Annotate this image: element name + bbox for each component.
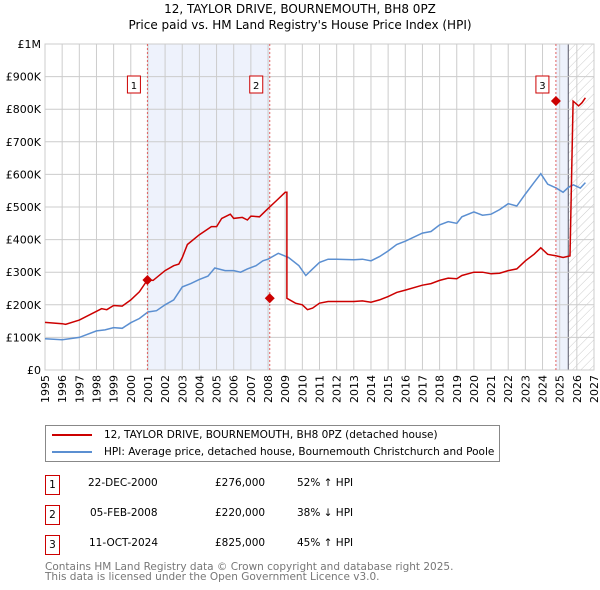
- legend-item-hpi: HPI: Average price, detached house, Bour…: [46, 446, 494, 458]
- x-tick-label: 2025: [554, 375, 567, 403]
- sale-number-badge: 2: [45, 505, 60, 525]
- legend-swatch-blue: [52, 451, 92, 453]
- price-chart: 12, TAYLOR DRIVE, BOURNEMOUTH, BH8 0PZ P…: [6, 2, 600, 403]
- y-tick-label: £300K: [6, 266, 42, 279]
- y-tick-label: £700K: [6, 136, 42, 149]
- x-tick-label: 2017: [416, 375, 429, 403]
- x-tick-label: 2006: [228, 375, 241, 403]
- plot-frame: [44, 43, 595, 371]
- x-tick-label: 1998: [90, 375, 103, 403]
- chart-subtitle: Price paid vs. HM Land Registry's House …: [128, 18, 471, 32]
- x-tick-label: 2012: [331, 375, 344, 403]
- legend-label: 12, TAYLOR DRIVE, BOURNEMOUTH, BH8 0PZ (…: [104, 429, 438, 441]
- sale-label: 1: [131, 81, 137, 92]
- sale-date: 11-OCT-2024: [89, 537, 158, 549]
- x-tick-label: 2020: [468, 375, 481, 403]
- x-tick-label: 2023: [519, 375, 532, 403]
- x-tick-label: 1999: [108, 375, 121, 403]
- y-tick-label: £800K: [6, 103, 42, 116]
- x-tick-label: 2026: [571, 375, 584, 403]
- x-tick-label: 2022: [502, 375, 515, 403]
- x-tick-label: 2019: [451, 375, 464, 403]
- x-tick-label: 2007: [245, 375, 258, 403]
- x-tick-label: 2016: [399, 375, 412, 403]
- sale-label-box: [535, 75, 550, 94]
- legend-swatch-red: [52, 434, 92, 436]
- sale-hpi-diff: 52% ↑ HPI: [297, 477, 354, 489]
- sale-price: £276,000: [215, 477, 266, 489]
- chart-title: 12, TAYLOR DRIVE, BOURNEMOUTH, BH8 0PZ: [164, 2, 436, 16]
- sale-point: [142, 275, 153, 286]
- legend-item-price: 12, TAYLOR DRIVE, BOURNEMOUTH, BH8 0PZ (…: [46, 429, 438, 441]
- sale-number-badge: 3: [45, 535, 60, 555]
- sale-date: 22-DEC-2000: [88, 477, 158, 489]
- x-tick-label: 2009: [279, 375, 292, 403]
- x-tick-label: 2004: [193, 375, 206, 403]
- sale-price: £825,000: [215, 537, 266, 549]
- sale-label-box: [249, 75, 264, 94]
- x-tick-label: 2027: [588, 375, 600, 403]
- x-tick-label: 2018: [434, 375, 447, 403]
- hpi-line: [44, 172, 586, 341]
- x-tick-label: 1997: [73, 375, 86, 403]
- sale-label: 2: [253, 81, 259, 92]
- price-paid-line: [44, 97, 587, 326]
- legend-label: HPI: Average price, detached house, Bour…: [104, 446, 495, 458]
- x-tick-label: 2001: [142, 375, 155, 403]
- x-tick-label: 2000: [125, 375, 138, 403]
- sale-point: [264, 293, 275, 304]
- y-tick-label: £900K: [6, 71, 42, 84]
- x-tick-label: 2021: [485, 375, 498, 403]
- sale-hpi-diff: 45% ↑ HPI: [297, 537, 354, 549]
- sale-label: 3: [539, 81, 545, 92]
- sale-hpi-diff: 38% ↓ HPI: [297, 507, 354, 519]
- sale-price: £220,000: [215, 507, 266, 519]
- y-tick-label: £200K: [6, 299, 42, 312]
- footer-line: This data is licensed under the Open Gov…: [45, 571, 380, 583]
- footer: Contains HM Land Registry data © Crown c…: [45, 561, 454, 583]
- y-tick-label: £1M: [18, 38, 42, 51]
- sale-number-badge: 1: [45, 475, 60, 495]
- x-tick-label: 2011: [314, 375, 327, 403]
- y-tick-label: £400K: [6, 234, 42, 247]
- x-tick-label: 2015: [382, 375, 395, 403]
- x-tick-label: 1996: [56, 375, 69, 403]
- x-tick-label: 2005: [211, 375, 224, 403]
- y-tick-label: £500K: [6, 201, 42, 214]
- x-tick-label: 2010: [296, 375, 309, 403]
- sale-point: [550, 96, 561, 107]
- y-tick-label: £0: [27, 364, 41, 377]
- x-tick-label: 2008: [262, 375, 275, 403]
- y-tick-label: £100K: [6, 331, 42, 344]
- x-tick-label: 2013: [348, 375, 361, 403]
- sale-date: 05-FEB-2008: [90, 507, 158, 519]
- legend: 12, TAYLOR DRIVE, BOURNEMOUTH, BH8 0PZ (…: [45, 425, 500, 462]
- x-tick-label: 2003: [176, 375, 189, 403]
- x-tick-label: 2024: [537, 375, 550, 403]
- x-tick-label: 2014: [365, 375, 378, 403]
- footer-line: Contains HM Land Registry data © Crown c…: [45, 561, 454, 573]
- x-tick-label: 1995: [39, 375, 52, 403]
- x-tick-label: 2002: [159, 375, 172, 403]
- sale-label-box: [126, 75, 141, 94]
- y-tick-label: £600K: [6, 168, 42, 181]
